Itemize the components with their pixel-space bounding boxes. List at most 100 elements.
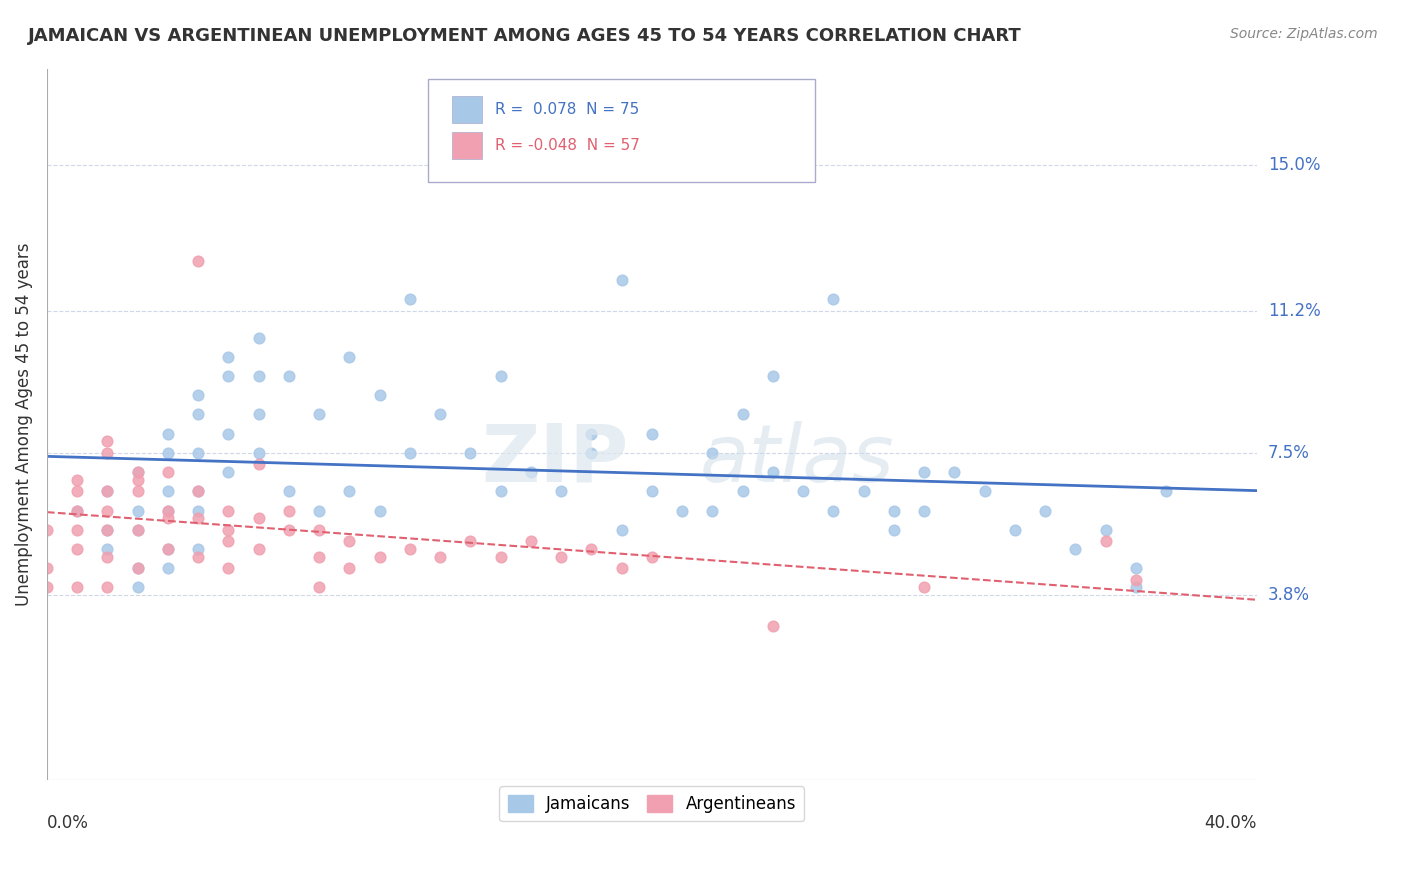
Text: R = -0.048  N = 57: R = -0.048 N = 57 bbox=[495, 138, 640, 153]
Point bbox=[66, 542, 89, 557]
Point bbox=[731, 484, 754, 499]
Point bbox=[96, 542, 118, 557]
Point bbox=[852, 484, 875, 499]
Text: 40.0%: 40.0% bbox=[1205, 814, 1257, 832]
Point bbox=[96, 484, 118, 499]
Point bbox=[489, 484, 512, 499]
Point bbox=[973, 484, 995, 499]
Point bbox=[156, 484, 179, 499]
Point bbox=[156, 446, 179, 460]
Point bbox=[217, 465, 239, 479]
Point bbox=[1094, 523, 1116, 537]
Point bbox=[883, 523, 905, 537]
Point bbox=[127, 473, 149, 487]
FancyBboxPatch shape bbox=[453, 132, 482, 159]
Point bbox=[96, 523, 118, 537]
Point bbox=[308, 503, 330, 517]
Legend: Jamaicans, Argentineans: Jamaicans, Argentineans bbox=[499, 786, 804, 822]
Point bbox=[217, 369, 239, 384]
Point bbox=[912, 503, 935, 517]
Point bbox=[1033, 503, 1056, 517]
Point bbox=[217, 350, 239, 364]
Point bbox=[217, 523, 239, 537]
Point bbox=[277, 523, 299, 537]
Point bbox=[762, 465, 785, 479]
Point bbox=[550, 549, 572, 564]
Text: R =  0.078  N = 75: R = 0.078 N = 75 bbox=[495, 103, 638, 117]
FancyBboxPatch shape bbox=[427, 79, 815, 182]
Point bbox=[187, 503, 209, 517]
Point bbox=[187, 446, 209, 460]
Point bbox=[610, 273, 633, 287]
Point bbox=[399, 542, 422, 557]
Point bbox=[156, 503, 179, 517]
Point bbox=[337, 561, 360, 575]
Point bbox=[187, 253, 209, 268]
Point bbox=[277, 503, 299, 517]
Point bbox=[520, 465, 543, 479]
Point bbox=[96, 523, 118, 537]
Point bbox=[943, 465, 966, 479]
Point bbox=[1004, 523, 1026, 537]
Point bbox=[247, 511, 270, 525]
Point bbox=[429, 549, 451, 564]
Point bbox=[399, 446, 422, 460]
Point bbox=[912, 465, 935, 479]
Point bbox=[35, 581, 58, 595]
Point bbox=[883, 503, 905, 517]
Point bbox=[581, 542, 603, 557]
Point bbox=[156, 465, 179, 479]
Point bbox=[96, 503, 118, 517]
Point bbox=[550, 484, 572, 499]
Point bbox=[610, 523, 633, 537]
Point bbox=[156, 561, 179, 575]
Point bbox=[127, 465, 149, 479]
Point bbox=[792, 484, 814, 499]
Point bbox=[247, 458, 270, 472]
Point bbox=[66, 581, 89, 595]
Point bbox=[702, 503, 724, 517]
Point bbox=[96, 581, 118, 595]
Point bbox=[671, 503, 693, 517]
Point bbox=[66, 484, 89, 499]
Point bbox=[217, 426, 239, 441]
Point bbox=[337, 534, 360, 549]
Point bbox=[460, 534, 482, 549]
Point bbox=[247, 408, 270, 422]
Y-axis label: Unemployment Among Ages 45 to 54 years: Unemployment Among Ages 45 to 54 years bbox=[15, 243, 32, 606]
Point bbox=[308, 549, 330, 564]
Point bbox=[641, 484, 664, 499]
Text: Source: ZipAtlas.com: Source: ZipAtlas.com bbox=[1230, 27, 1378, 41]
Point bbox=[96, 434, 118, 449]
Point bbox=[823, 503, 845, 517]
Point bbox=[1125, 561, 1147, 575]
Point bbox=[641, 549, 664, 564]
Point bbox=[731, 408, 754, 422]
Point bbox=[156, 503, 179, 517]
Point bbox=[217, 534, 239, 549]
Point bbox=[127, 465, 149, 479]
Text: JAMAICAN VS ARGENTINEAN UNEMPLOYMENT AMONG AGES 45 TO 54 YEARS CORRELATION CHART: JAMAICAN VS ARGENTINEAN UNEMPLOYMENT AMO… bbox=[28, 27, 1022, 45]
Point bbox=[823, 292, 845, 306]
Point bbox=[96, 446, 118, 460]
Point bbox=[762, 619, 785, 633]
Point bbox=[399, 292, 422, 306]
Point bbox=[156, 511, 179, 525]
Point bbox=[308, 581, 330, 595]
Point bbox=[156, 426, 179, 441]
Point bbox=[762, 369, 785, 384]
Text: 11.2%: 11.2% bbox=[1268, 301, 1320, 319]
Point bbox=[66, 503, 89, 517]
Point bbox=[460, 446, 482, 460]
Point bbox=[66, 503, 89, 517]
Point bbox=[187, 388, 209, 402]
Point bbox=[368, 549, 391, 564]
Point bbox=[429, 408, 451, 422]
Point bbox=[217, 503, 239, 517]
Point bbox=[581, 446, 603, 460]
Point bbox=[96, 484, 118, 499]
Text: 15.0%: 15.0% bbox=[1268, 155, 1320, 174]
Point bbox=[127, 523, 149, 537]
Point bbox=[1154, 484, 1177, 499]
Point bbox=[127, 561, 149, 575]
